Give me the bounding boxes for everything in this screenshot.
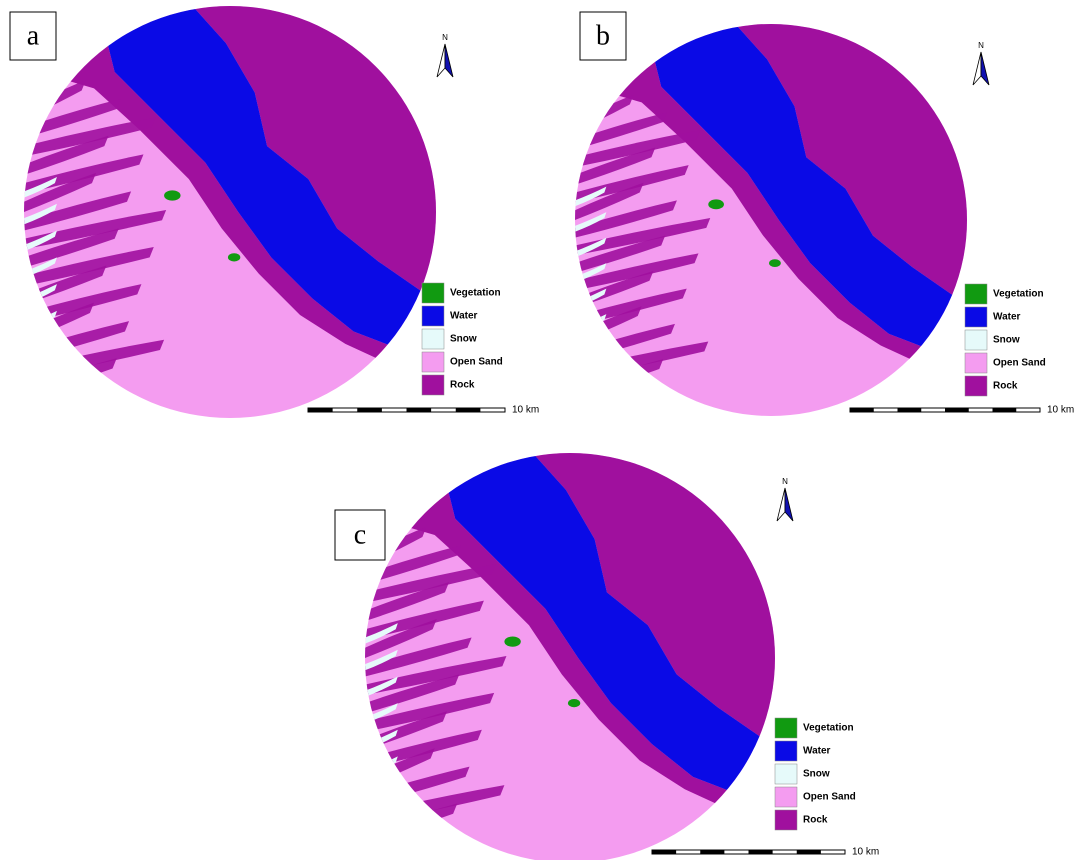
- legend-swatch: [965, 307, 987, 327]
- legend-label: Water: [450, 311, 478, 322]
- snow-streak: [365, 756, 398, 777]
- snow-streak: [575, 314, 606, 334]
- legend-label: Rock: [993, 381, 1018, 392]
- vegetation: [769, 259, 781, 267]
- panel-label: b: [596, 20, 610, 51]
- scale-segment: [749, 850, 773, 854]
- vegetation: [568, 699, 580, 707]
- legend-label: Vegetation: [803, 723, 854, 734]
- scale-segment: [308, 408, 333, 412]
- legend-label: Vegetation: [450, 288, 501, 299]
- panel-label: c: [354, 519, 366, 550]
- rock-streak: [24, 358, 117, 397]
- map-area: [24, 2, 440, 418]
- legend-swatch: [775, 764, 797, 784]
- scale-segment: [407, 408, 432, 412]
- scale-segment: [898, 408, 922, 412]
- north-arrow: [437, 44, 445, 77]
- vegetation: [164, 190, 180, 200]
- legend-swatch: [965, 376, 987, 396]
- legend-label: Water: [993, 312, 1021, 323]
- north-arrow: [445, 44, 453, 77]
- legend-label: Open Sand: [803, 792, 856, 803]
- legend-swatch: [422, 283, 444, 303]
- north-label: N: [782, 477, 788, 486]
- north-arrow: [785, 488, 793, 521]
- legend-label: Open Sand: [450, 357, 503, 368]
- legend-swatch: [422, 352, 444, 372]
- map: [575, 20, 971, 416]
- vegetation: [228, 253, 240, 261]
- scale-segment: [850, 408, 874, 412]
- legend-swatch: [422, 306, 444, 326]
- snow-streak: [365, 783, 398, 804]
- legend-label: Snow: [803, 769, 830, 780]
- legend-label: Rock: [803, 815, 828, 826]
- legend-swatch: [965, 284, 987, 304]
- scale-segment: [797, 850, 821, 854]
- map: [24, 2, 440, 418]
- scale-segment: [652, 850, 676, 854]
- scale-segment: [700, 850, 724, 854]
- legend-label: Snow: [993, 335, 1020, 346]
- legend-swatch: [965, 353, 987, 373]
- scale-segment: [456, 408, 481, 412]
- legend-swatch: [422, 375, 444, 395]
- scale-label: 10 km: [512, 405, 539, 416]
- legend-label: Open Sand: [993, 358, 1046, 369]
- legend-label: Snow: [450, 334, 477, 345]
- snow-streak: [24, 311, 57, 332]
- legend-swatch: [775, 787, 797, 807]
- legend-swatch: [775, 718, 797, 738]
- north-arrow: [777, 488, 785, 521]
- map-area: [365, 449, 779, 860]
- north-label: N: [978, 41, 984, 50]
- rock-streak: [575, 359, 663, 396]
- scale-segment: [945, 408, 969, 412]
- panel-label: a: [27, 20, 40, 51]
- snow-streak: [575, 340, 606, 360]
- scale-segment: [993, 408, 1017, 412]
- legend-swatch: [965, 330, 987, 350]
- figure: a N Vegetation Water Snow Open Sand Rock 10 km b…: [0, 0, 1083, 860]
- legend-label: Rock: [450, 380, 475, 391]
- map-area: [575, 20, 971, 416]
- scale-segment: [357, 408, 382, 412]
- north-arrow: [981, 52, 989, 85]
- vegetation: [708, 199, 724, 209]
- rock-streak: [365, 804, 457, 843]
- legend-label: Water: [803, 746, 831, 757]
- legend-swatch: [422, 329, 444, 349]
- map: [365, 449, 779, 860]
- scale-label: 10 km: [1047, 405, 1074, 416]
- snow-streak: [24, 338, 57, 359]
- legend-label: Vegetation: [993, 289, 1044, 300]
- legend-swatch: [775, 741, 797, 761]
- north-label: N: [442, 33, 448, 42]
- vegetation: [504, 636, 520, 646]
- north-arrow: [973, 52, 981, 85]
- scale-label: 10 km: [852, 847, 879, 858]
- legend-swatch: [775, 810, 797, 830]
